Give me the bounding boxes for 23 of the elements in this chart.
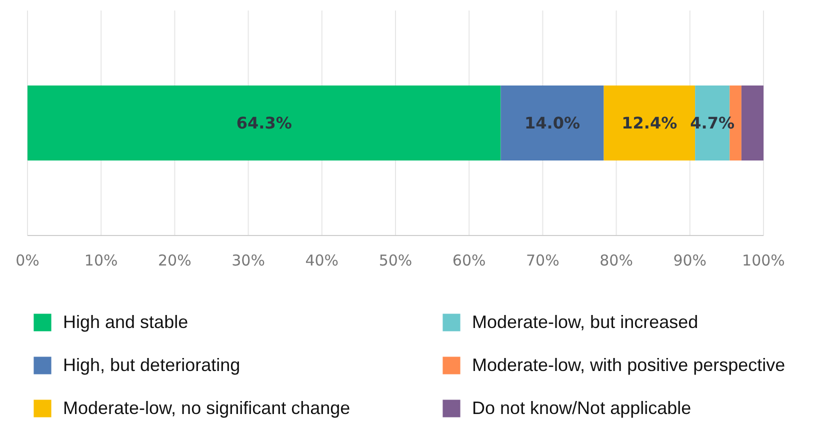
legend-label: Moderate-low, but increased	[472, 311, 700, 333]
legend-label: Moderate-low, no significant change	[63, 397, 352, 419]
x-tick-label: 60%	[452, 252, 486, 270]
bar	[28, 86, 501, 160]
legend-label: Do not know/Not applicable	[472, 397, 692, 419]
x-tick-label: 0%	[16, 252, 40, 270]
bar	[741, 86, 764, 160]
x-tick-label: 20%	[158, 252, 192, 270]
x-tick-label: 70%	[526, 252, 560, 270]
x-tick-label: 50%	[378, 252, 412, 270]
x-tick-label: 80%	[600, 252, 633, 270]
legend-label: High, but deteriorating	[63, 354, 242, 376]
legend-label: Moderate-low, with positive perspective	[472, 354, 786, 376]
data-label: 14.0%	[524, 114, 580, 132]
data-label: 64.3%	[236, 114, 292, 132]
legend-label: High and stable	[63, 311, 190, 333]
x-tick-label: 10%	[84, 252, 118, 270]
x-tick-label: 40%	[305, 252, 339, 270]
x-tick-label: 90%	[673, 252, 707, 270]
bar	[500, 86, 604, 160]
x-tick-label: 100%	[742, 252, 785, 270]
data-label: 12.4%	[622, 114, 678, 132]
x-tick-label: 30%	[232, 252, 265, 270]
